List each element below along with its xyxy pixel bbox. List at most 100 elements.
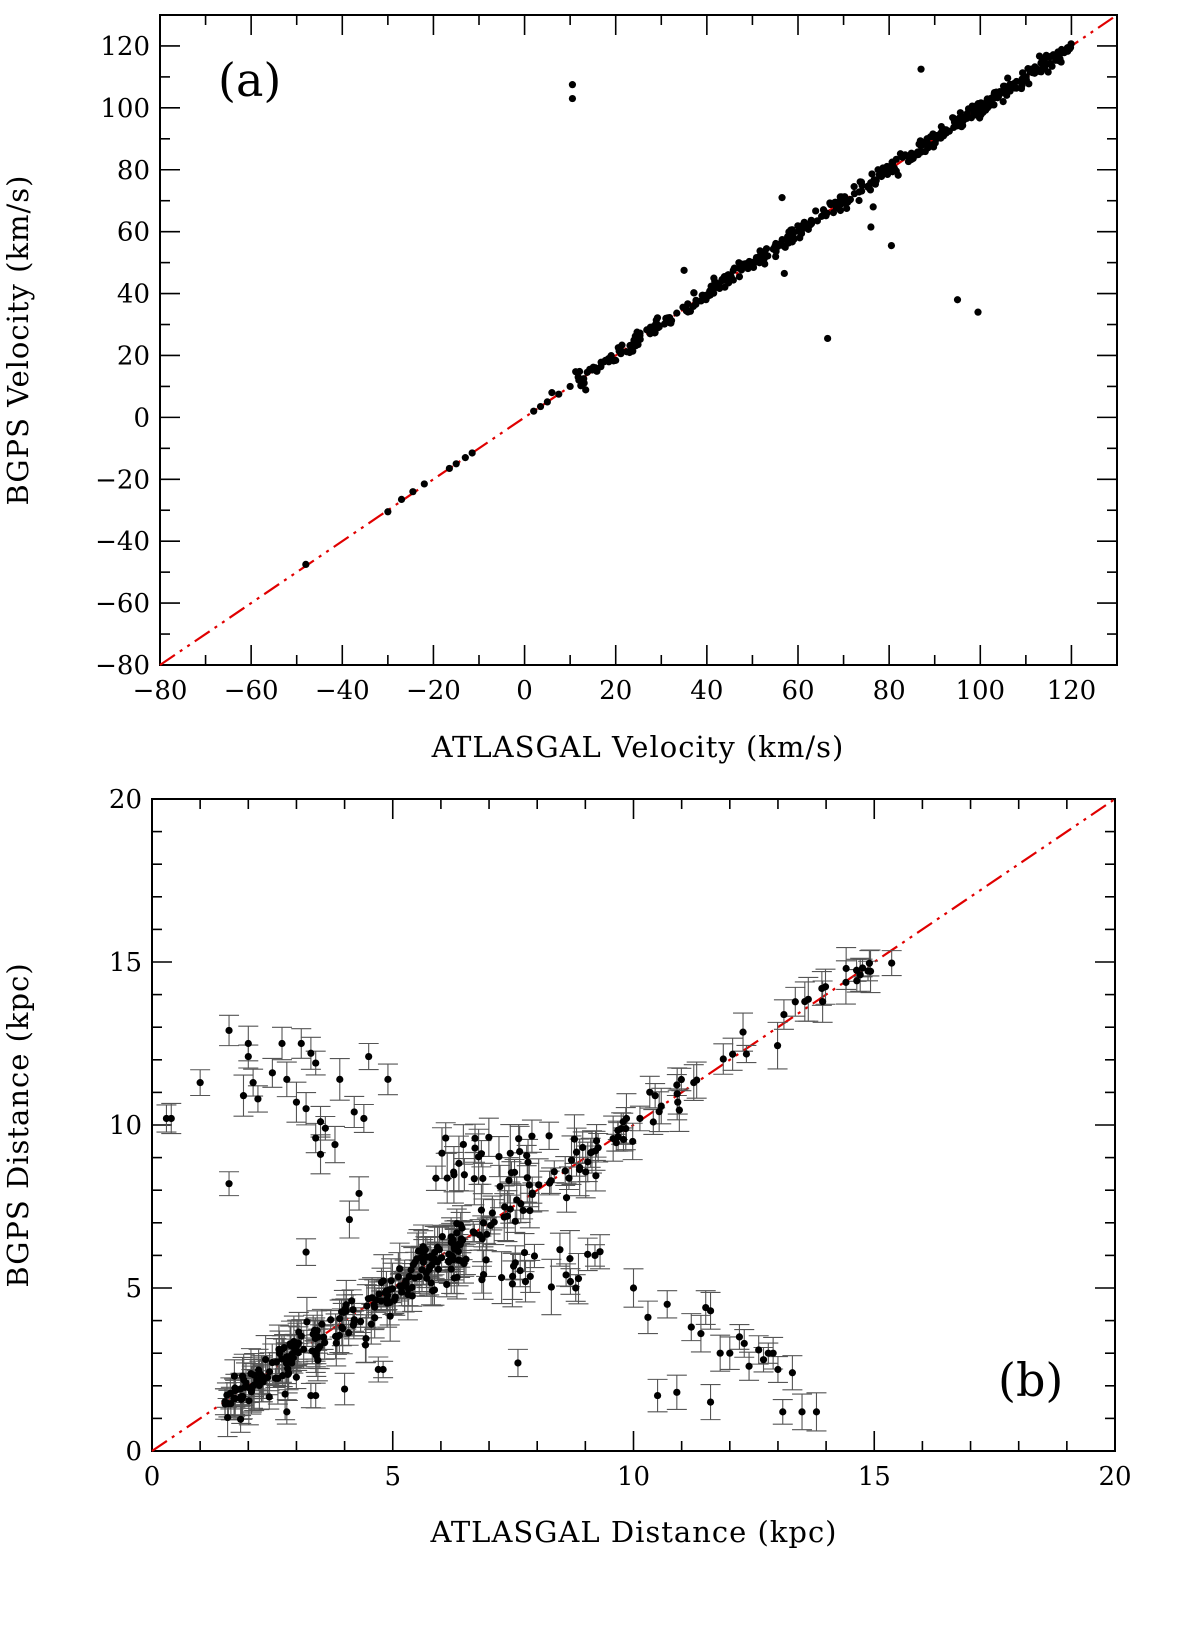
- data-point: [411, 1274, 419, 1282]
- data-point: [226, 1389, 234, 1397]
- data-point: [478, 1276, 486, 1284]
- data-point: [530, 1252, 539, 1260]
- data-point: [570, 1135, 579, 1143]
- far-near-point: [312, 1134, 320, 1142]
- x-tick-label: 120: [1047, 676, 1097, 706]
- far-near-point: [239, 1092, 248, 1100]
- data-point: [404, 1285, 413, 1293]
- data-point: [454, 1256, 463, 1264]
- data-point: [964, 105, 973, 113]
- x-tick-label: −20: [406, 676, 461, 706]
- far-near-point: [321, 1124, 329, 1132]
- data-point: [516, 1147, 524, 1156]
- data-point: [646, 1088, 654, 1096]
- data-point: [1065, 44, 1073, 52]
- data-point: [737, 266, 746, 274]
- data-point: [445, 1258, 453, 1266]
- data-point: [566, 1255, 574, 1263]
- x-tick-label: −80: [133, 676, 188, 706]
- data-point: [718, 277, 726, 285]
- data-point: [584, 1250, 592, 1258]
- y-tick-label: −40: [95, 527, 150, 557]
- data-point: [747, 260, 755, 268]
- data-point: [511, 1217, 519, 1225]
- x-tick-label: 40: [690, 676, 723, 706]
- data-point: [319, 1333, 328, 1341]
- data-point: [1004, 74, 1012, 82]
- y-tick-label: −20: [95, 465, 150, 495]
- data-point: [962, 113, 970, 121]
- data-point: [693, 1076, 701, 1084]
- data-point: [227, 1399, 235, 1408]
- data-point: [592, 1172, 600, 1180]
- data-point: [865, 959, 873, 967]
- data-point: [419, 1243, 427, 1251]
- near-far-point: [745, 1362, 753, 1370]
- outlier-point: [917, 65, 925, 73]
- data-point: [614, 1126, 622, 1134]
- data-point: [509, 1272, 517, 1280]
- data-point: [429, 1287, 437, 1295]
- data-point: [692, 296, 700, 304]
- data-point: [471, 1144, 479, 1152]
- near-far-point: [562, 1271, 570, 1279]
- y-tick-label: 40: [117, 280, 150, 310]
- data-point: [409, 488, 417, 496]
- data-point: [279, 1345, 287, 1353]
- x-tick-label: 80: [873, 676, 906, 706]
- data-point: [438, 1149, 446, 1157]
- data-point: [516, 1266, 524, 1275]
- data-point: [850, 183, 858, 191]
- data-point: [868, 170, 876, 178]
- outlier-point: [867, 223, 875, 231]
- data-point: [394, 1273, 402, 1281]
- outlier-point: [869, 203, 877, 211]
- data-point: [477, 1150, 485, 1158]
- data-point: [470, 1175, 478, 1183]
- data-point: [837, 193, 846, 201]
- near-far-point: [774, 1365, 782, 1374]
- data-point: [327, 1316, 335, 1324]
- data-point: [657, 1102, 665, 1110]
- data-point: [1042, 53, 1050, 61]
- panel-a-tick-labels: −80 −60 −40 −20 0 20 40 60 80 100 120 −80 −60 −40 −20 0…: [95, 32, 1096, 706]
- data-point: [761, 260, 769, 268]
- data-point: [379, 1277, 387, 1285]
- data-point: [370, 1301, 378, 1309]
- data-point: [1011, 84, 1019, 92]
- data-point: [582, 1168, 590, 1176]
- data-point: [247, 1370, 255, 1378]
- data-point: [769, 245, 777, 253]
- far-near-point: [355, 1189, 363, 1198]
- data-point: [375, 1290, 383, 1298]
- data-point: [896, 150, 905, 158]
- data-point: [622, 1125, 630, 1133]
- near-far-point: [663, 1300, 671, 1308]
- data-point: [501, 1203, 509, 1211]
- data-point: [866, 186, 875, 194]
- data-point: [853, 977, 861, 985]
- far-near-point: [302, 1105, 310, 1113]
- panel-a-one-to-one-line: [159, 14, 1118, 666]
- data-point: [967, 114, 976, 122]
- data-point: [1017, 84, 1026, 93]
- outlier-point: [442, 1134, 450, 1142]
- data-point: [827, 200, 835, 209]
- data-point: [937, 123, 945, 131]
- data-point: [364, 1295, 373, 1303]
- near-far-point: [644, 1313, 652, 1321]
- far-near-point: [331, 1140, 339, 1149]
- data-point: [383, 1291, 392, 1299]
- data-point: [591, 364, 599, 372]
- data-point: [949, 114, 957, 122]
- data-point: [236, 1415, 245, 1423]
- near-far-point: [697, 1330, 705, 1338]
- data-point: [357, 1317, 365, 1325]
- data-point: [384, 508, 392, 516]
- data-point: [547, 1177, 555, 1185]
- data-point: [584, 1158, 592, 1166]
- panel-b-distance-comparison: 0 5 10 15 20 0 5 10 15 20 (b) ATLASGAL Distance (…: [1, 785, 1132, 1549]
- data-point: [460, 1171, 468, 1179]
- data-point: [348, 1297, 356, 1305]
- data-point: [510, 1168, 519, 1176]
